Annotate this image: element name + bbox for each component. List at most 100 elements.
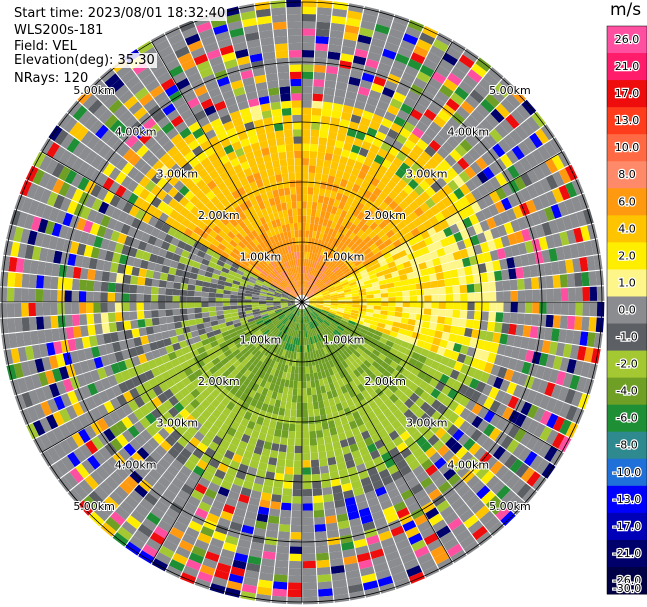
range-gate (462, 74, 478, 89)
range-gate (330, 161, 339, 170)
range-gate (469, 161, 483, 175)
range-gate (195, 393, 206, 404)
range-gate (245, 31, 260, 42)
range-gate (316, 559, 330, 568)
range-gate (309, 302, 317, 304)
range-gate (209, 256, 219, 264)
range-gate (128, 101, 143, 115)
range-gate (273, 250, 279, 259)
range-gate (517, 242, 528, 255)
range-gate (355, 249, 364, 257)
range-gate (349, 517, 362, 528)
range-gate (506, 382, 518, 395)
range-gate (495, 505, 511, 521)
colorbar-tick-label: -6.0 (616, 412, 637, 425)
range-gate (392, 275, 401, 283)
range-gate (341, 400, 349, 410)
range-gate (296, 201, 302, 209)
range-gate (483, 340, 493, 352)
range-gate (373, 369, 383, 379)
range-gate (326, 282, 334, 288)
range-gate (316, 430, 324, 438)
range-gate (315, 334, 320, 343)
range-gate (94, 323, 103, 335)
range-gate (323, 196, 330, 205)
range-gate (134, 158, 147, 171)
range-gate (15, 332, 25, 348)
range-gate (366, 356, 375, 365)
range-gate (307, 337, 311, 345)
range-gate (86, 358, 97, 371)
range-gate (177, 489, 191, 502)
range-gate (122, 302, 130, 312)
range-gate (325, 442, 334, 452)
range-gate (89, 222, 101, 236)
range-gate (207, 482, 220, 493)
range-gate (179, 302, 187, 309)
range-gate (386, 34, 402, 47)
range-gate (146, 538, 162, 552)
range-gate (377, 353, 387, 361)
range-gate (93, 313, 102, 324)
range-gate (211, 379, 221, 389)
range-gate (348, 345, 356, 353)
range-gate (334, 329, 342, 336)
range-gate (574, 272, 583, 287)
range-gate (58, 225, 69, 239)
range-gate (78, 500, 94, 516)
range-gate (181, 217, 191, 228)
range-gate (297, 208, 302, 216)
range-gate (436, 200, 447, 212)
range-gate (416, 223, 427, 234)
range-gate (371, 281, 380, 287)
range-gate (325, 361, 332, 370)
range-gate (136, 144, 149, 158)
range-gate (323, 267, 330, 274)
range-gate (223, 177, 234, 188)
range-gate (364, 315, 373, 321)
range-gate (306, 251, 310, 260)
range-gate (315, 386, 322, 395)
range-gate (305, 315, 308, 324)
range-gate (41, 234, 52, 249)
range-gate (173, 180, 185, 192)
range-gate (346, 576, 362, 587)
range-gate (273, 303, 281, 305)
range-gate (320, 311, 328, 317)
range-gate (489, 413, 502, 427)
range-gate (334, 239, 341, 248)
range-gate (494, 431, 508, 446)
range-gate (249, 105, 261, 115)
range-gate (343, 311, 352, 315)
range-gate (211, 158, 223, 170)
range-gate (289, 71, 302, 80)
range-gate (103, 191, 115, 204)
range-gate (276, 331, 283, 339)
range-gate (266, 389, 274, 398)
range-gate (64, 278, 73, 290)
range-gate (28, 274, 37, 289)
range-gate (293, 290, 299, 297)
range-gate (514, 413, 527, 428)
range-gate (201, 338, 210, 346)
range-gate (227, 443, 238, 454)
range-gate (507, 357, 518, 371)
range-gate (453, 416, 466, 429)
range-gate (495, 186, 507, 200)
range-gate (227, 20, 243, 31)
range-gate (322, 293, 330, 297)
range-gate (307, 274, 311, 282)
range-gate (163, 233, 174, 244)
range-gate (359, 328, 368, 335)
range-gate (447, 412, 460, 424)
range-gate (175, 139, 188, 151)
range-gate (502, 280, 511, 291)
range-gate (215, 297, 223, 302)
range-gate (256, 15, 272, 25)
range-gate (100, 377, 112, 390)
range-gate (334, 314, 343, 320)
range-gate (60, 340, 70, 353)
range-gate (289, 343, 293, 352)
range-gate (488, 203, 499, 217)
range-gate (264, 266, 272, 274)
